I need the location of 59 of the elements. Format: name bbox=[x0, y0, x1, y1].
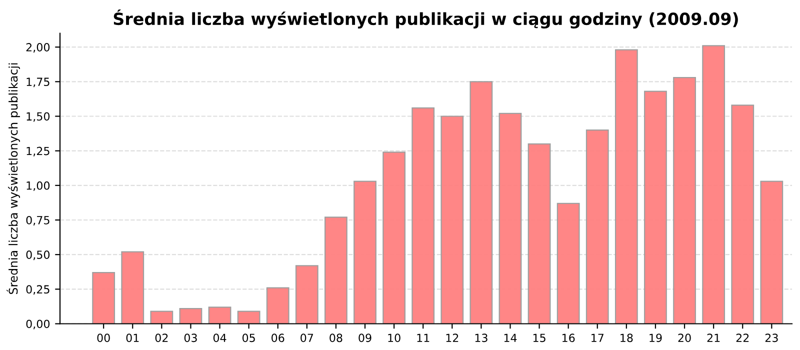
y-tick-label: 1,75 bbox=[26, 78, 50, 88]
bar bbox=[440, 116, 464, 324]
bar bbox=[208, 306, 232, 324]
y-tick-label: 2,00 bbox=[26, 43, 50, 53]
x-tick-label: 13 bbox=[475, 334, 488, 342]
x-tick-label: 12 bbox=[446, 334, 458, 342]
bar bbox=[382, 152, 406, 324]
bar bbox=[150, 310, 174, 324]
x-tick-label: 06 bbox=[272, 334, 284, 342]
bar bbox=[179, 308, 202, 324]
x-tick-label: 14 bbox=[504, 334, 517, 342]
y-tick-label: 1,50 bbox=[26, 112, 50, 122]
y-tick-label: 0,25 bbox=[26, 285, 50, 295]
bar bbox=[702, 45, 726, 324]
bar bbox=[324, 216, 348, 324]
x-tick-label: 04 bbox=[213, 334, 226, 342]
x-tick-label: 20 bbox=[678, 334, 691, 342]
x-tick-label: 10 bbox=[388, 334, 400, 342]
bar bbox=[237, 310, 260, 324]
x-tick-label: 17 bbox=[592, 334, 604, 342]
x-tick-label: 08 bbox=[330, 334, 342, 342]
x-tick-label: 15 bbox=[533, 334, 546, 342]
bar bbox=[412, 107, 435, 324]
bar bbox=[498, 112, 522, 324]
chart-title: Średnia liczba wyświetlonych publikacji w ciągu godziny (2009.09) bbox=[114, 9, 738, 29]
bar bbox=[556, 202, 580, 324]
bar bbox=[121, 251, 144, 324]
x-tick-label: 19 bbox=[650, 334, 662, 342]
x-tick-label: 03 bbox=[184, 334, 197, 342]
bar bbox=[760, 180, 784, 324]
x-tick-label: 18 bbox=[620, 334, 633, 342]
y-tick-label: 0,75 bbox=[26, 216, 50, 226]
y-tick-label: 1,00 bbox=[26, 181, 50, 191]
bar bbox=[673, 76, 696, 324]
x-tick-label: 00 bbox=[97, 334, 110, 342]
x-tick-label: 16 bbox=[562, 334, 575, 342]
bar bbox=[266, 287, 290, 324]
x-tick-label: 09 bbox=[358, 334, 372, 342]
bar bbox=[614, 49, 638, 324]
y-tick-label: 0,00 bbox=[26, 320, 50, 330]
bar bbox=[731, 104, 754, 324]
y-axis-title: Średnia liczba wyświetlonych publikacji bbox=[6, 63, 20, 294]
bar bbox=[644, 90, 667, 324]
x-tick-label: 22 bbox=[736, 334, 749, 342]
x-tick-label: 07 bbox=[300, 334, 314, 342]
y-tick-label: 1,25 bbox=[26, 146, 50, 156]
x-tick-label: 02 bbox=[155, 334, 168, 342]
bar bbox=[295, 265, 318, 324]
x-tick-label: 11 bbox=[417, 334, 430, 342]
x-tick-label: 23 bbox=[765, 334, 778, 342]
y-tick-label: 0,50 bbox=[26, 250, 50, 260]
x-tick-label: 05 bbox=[242, 334, 255, 342]
x-tick-label: 01 bbox=[126, 334, 139, 342]
bar bbox=[470, 81, 493, 324]
bar bbox=[92, 272, 116, 324]
bar bbox=[528, 143, 551, 324]
bar bbox=[354, 180, 376, 324]
x-tick-label: 21 bbox=[707, 334, 720, 342]
bar bbox=[586, 130, 609, 324]
